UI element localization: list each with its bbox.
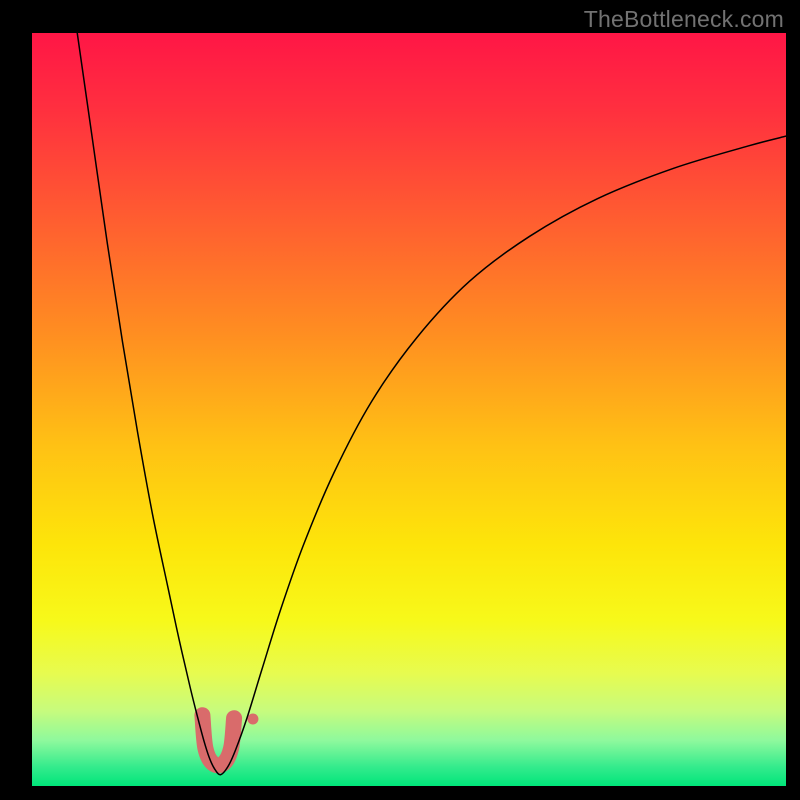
watermark-text: TheBottleneck.com — [584, 6, 784, 33]
bottleneck-chart — [32, 33, 786, 786]
valley-highlight-dot — [247, 713, 258, 724]
plot-background — [32, 33, 786, 786]
